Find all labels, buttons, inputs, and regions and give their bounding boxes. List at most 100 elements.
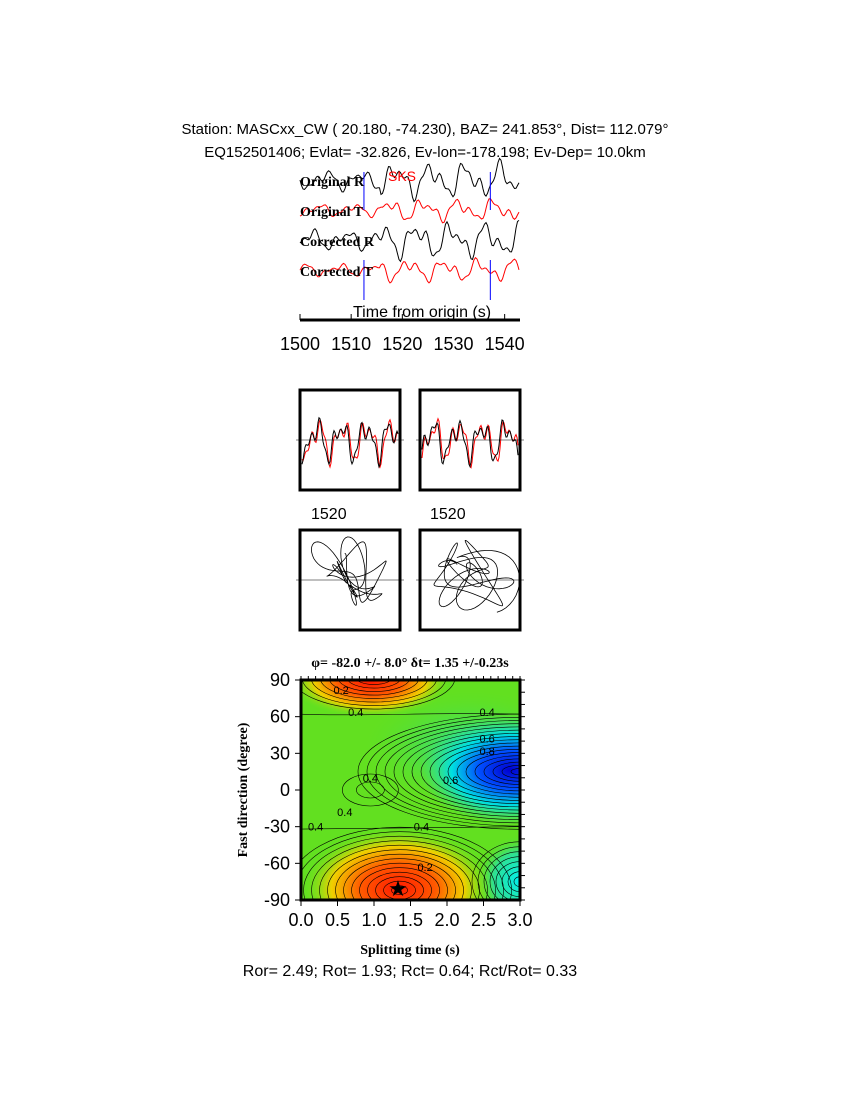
contour-line xyxy=(438,742,520,801)
x-tick-label: 1.5 xyxy=(398,910,423,930)
contour-line xyxy=(474,755,520,788)
label-corrected-t: Corrected T xyxy=(300,265,374,280)
contour-label: 0.8 xyxy=(480,746,495,758)
contour-line xyxy=(359,867,440,900)
contour-line xyxy=(501,866,520,897)
station-info: Station: MASCxx_CW ( 20.180, -74.230), B… xyxy=(181,121,669,138)
contour-line xyxy=(301,831,504,900)
contour-label: 0.4 xyxy=(348,707,363,719)
contour-line xyxy=(492,761,520,782)
contour-line xyxy=(338,680,410,692)
contour-line xyxy=(357,713,520,830)
energy-contour-map: ★ xyxy=(301,680,520,901)
contour-line xyxy=(465,752,520,792)
contour-line xyxy=(311,840,488,900)
contour-line xyxy=(384,723,520,820)
waveform-overlay xyxy=(421,419,519,469)
x-tick-label: 0.5 xyxy=(325,910,350,930)
trace-corrected-r xyxy=(299,219,520,263)
y-tick-label: 0 xyxy=(280,780,290,800)
label-original-t: Original T xyxy=(300,205,364,220)
contour-line xyxy=(477,846,520,900)
contour-title: φ= -82.0 +/- 8.0° δt= 1.35 +/-0.23s xyxy=(311,656,509,671)
contour-label: 0.6 xyxy=(480,734,495,746)
contour-line xyxy=(335,853,464,900)
contour-line xyxy=(447,745,520,798)
contour-line xyxy=(301,680,456,710)
contour-line xyxy=(303,835,496,900)
time-axis-label: Time from origin (s) xyxy=(353,304,491,321)
contour-label: 0.2 xyxy=(417,862,432,874)
time-tick-label: 1520 xyxy=(382,334,422,354)
contour-line xyxy=(367,871,432,900)
contour-line xyxy=(343,858,456,900)
time-tick-label: 1540 xyxy=(485,334,525,354)
trace-original-r xyxy=(299,157,520,203)
best-fit-star: ★ xyxy=(388,876,408,901)
x-tick-label: 1.0 xyxy=(361,910,386,930)
x-tick-label: 2.0 xyxy=(434,910,459,930)
event-info: EQ152501406; Evlat= -32.826, Ev-lon=-178… xyxy=(204,144,646,161)
y-tick-label: -60 xyxy=(264,853,290,873)
contour-label: 0.4 xyxy=(308,822,323,834)
contour-line xyxy=(391,885,408,896)
contour-line xyxy=(513,876,520,887)
contour-line xyxy=(429,739,520,804)
contour-line xyxy=(411,732,520,811)
contour-line xyxy=(483,758,520,785)
contour-line xyxy=(510,768,520,776)
contour-label: 0.4 xyxy=(480,707,495,719)
contour-line xyxy=(366,716,520,827)
y-tick-label: 30 xyxy=(270,743,290,763)
waveform-overlay xyxy=(301,418,399,469)
contour-line xyxy=(420,736,520,808)
waveform-overlay xyxy=(301,416,399,469)
contour-label: 0.4 xyxy=(414,822,429,834)
contour-line xyxy=(311,680,437,703)
contour-line xyxy=(327,849,472,900)
contour-line xyxy=(301,713,520,716)
particle-motion-path xyxy=(310,536,387,606)
x-tick-label: 2.5 xyxy=(471,910,496,930)
contour-line xyxy=(471,841,520,900)
seismogram-traces xyxy=(299,157,520,300)
contour-line xyxy=(375,720,520,824)
contour-line xyxy=(456,748,520,795)
contour-line xyxy=(320,680,428,699)
contour-label: 0.4 xyxy=(363,773,378,785)
y-tick-label: 90 xyxy=(270,670,290,690)
time-tick-label: 1530 xyxy=(433,334,473,354)
time-tick-label: 1500 xyxy=(280,334,320,354)
trace-original-t xyxy=(299,198,520,224)
particle-motion-path xyxy=(433,539,521,613)
contour-line xyxy=(402,729,520,814)
contour-line xyxy=(319,844,480,900)
contour-line xyxy=(329,680,419,696)
y-tick-label: -90 xyxy=(264,890,290,910)
y-tick-label: 60 xyxy=(270,707,290,727)
label-original-r: Original R xyxy=(300,175,365,190)
contour-line xyxy=(347,680,401,689)
panel-tick-label-left: 1520 xyxy=(311,506,347,523)
time-tick-label: 1510 xyxy=(331,334,371,354)
trace-corrected-t xyxy=(299,256,520,284)
phase-label-sks: SKS xyxy=(388,168,416,184)
contour-line xyxy=(507,871,520,892)
contour-line xyxy=(301,680,447,706)
x-axis-label: Splitting time (s) xyxy=(360,943,460,958)
contour-label: 0.2 xyxy=(334,685,349,697)
contour-label: 0.6 xyxy=(443,775,458,787)
panel-tick-label-right: 1520 xyxy=(430,506,466,523)
y-tick-label: -30 xyxy=(264,817,290,837)
label-corrected-r: Corrected R xyxy=(300,235,375,250)
contour-line xyxy=(375,876,424,900)
contour-line xyxy=(301,826,520,830)
contour-line xyxy=(483,851,520,900)
contour-line xyxy=(342,773,399,807)
x-tick-label: 0.0 xyxy=(288,910,313,930)
x-tick-label: 3.0 xyxy=(507,910,532,930)
contour-line xyxy=(393,726,520,817)
contour-line xyxy=(356,781,385,799)
